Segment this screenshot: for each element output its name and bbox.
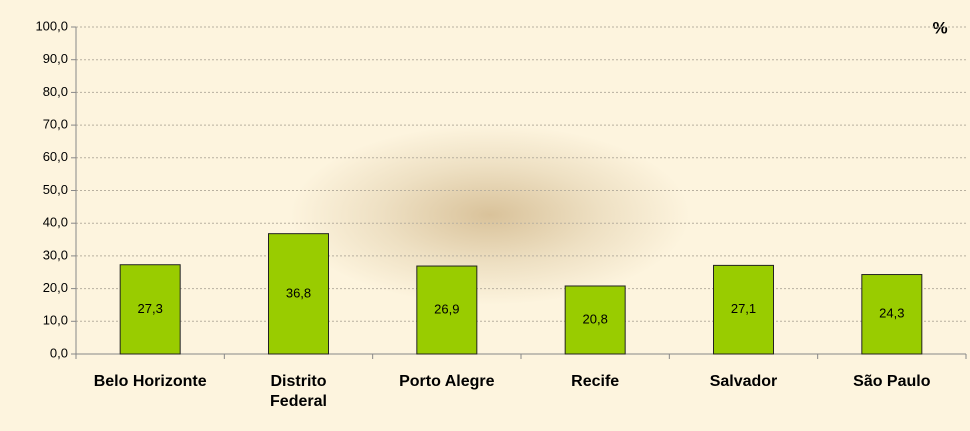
x-tick-label: São Paulo [853, 373, 931, 390]
unit-label: % [932, 18, 947, 37]
y-tick-label: 60,0 [43, 149, 68, 164]
bar [119, 264, 181, 355]
value-label: 20,8 [583, 311, 608, 326]
value-label: 27,3 [138, 301, 163, 316]
value-label: 24,3 [879, 306, 904, 321]
x-tick-label: Porto Alegre [399, 373, 495, 390]
x-tick-label: Distrito Federal [270, 373, 327, 410]
y-tick-label: 20,0 [43, 280, 68, 295]
y-tick-label: 10,0 [43, 313, 68, 328]
y-tick-label: 50,0 [43, 182, 68, 197]
x-tick-label: Recife [571, 373, 620, 390]
y-tick-label: 100,0 [35, 18, 68, 33]
y-tick-label: 40,0 [43, 215, 68, 230]
y-tick-label: 0,0 [50, 345, 68, 360]
y-tick-label: 70,0 [43, 117, 68, 132]
y-tick-label: 30,0 [43, 247, 68, 262]
value-label: 27,1 [731, 301, 756, 316]
bar [268, 233, 329, 355]
bar [564, 285, 626, 355]
value-label: 36,8 [286, 285, 311, 300]
bar [416, 265, 478, 355]
x-tick-label: Belo Horizonte [93, 373, 207, 390]
value-label: 26,9 [434, 301, 459, 316]
x-tick-label: Salvador [709, 373, 778, 390]
bar [713, 264, 774, 355]
y-tick-label: 80,0 [43, 84, 68, 99]
y-tick-label: 90,0 [43, 51, 68, 66]
bar [861, 274, 923, 355]
